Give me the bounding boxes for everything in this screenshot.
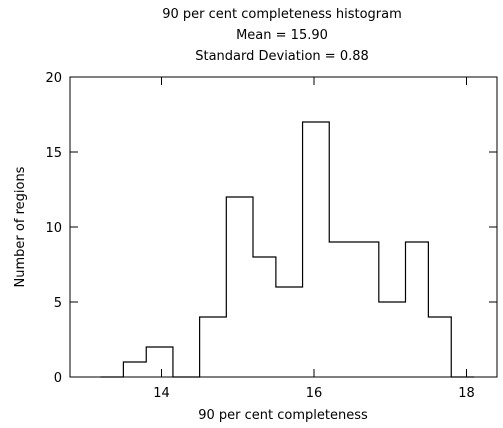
histogram-bin: [406, 242, 429, 377]
histogram-bin: [226, 197, 253, 377]
histogram-bin: [253, 257, 276, 377]
x-tick-label: 14: [153, 386, 170, 401]
histogram-bin: [379, 302, 406, 377]
y-axis-label: Number of regions: [13, 166, 28, 287]
histogram-bin: [200, 317, 227, 377]
y-axis-ticks: 0 5 10 15 20: [45, 71, 497, 386]
chart-mean-line: Mean = 15.90: [236, 28, 328, 43]
histogram-bin: [123, 362, 146, 377]
x-axis-label: 90 per cent completeness: [198, 408, 368, 423]
x-tick-label: 16: [306, 386, 323, 401]
y-tick-label: 0: [54, 371, 62, 386]
histogram-bin: [428, 317, 451, 377]
y-tick-label: 15: [45, 146, 62, 161]
plot-frame: [69, 76, 498, 378]
y-tick-label: 20: [45, 71, 62, 86]
histogram-bins: [123, 122, 451, 377]
histogram-outline: [100, 121, 475, 378]
histogram-bin: [303, 122, 330, 377]
chart-title: 90 per cent completeness histogram: [162, 7, 402, 22]
histogram-bin: [276, 287, 303, 377]
y-tick-label: 5: [54, 296, 62, 311]
x-tick-label: 18: [458, 386, 475, 401]
y-tick-label: 10: [45, 221, 62, 236]
x-axis-ticks: 14 16 18: [153, 77, 475, 401]
histogram-bin: [146, 347, 173, 377]
histogram-bin: [329, 242, 379, 377]
chart-stddev-line: Standard Deviation = 0.88: [195, 49, 369, 64]
